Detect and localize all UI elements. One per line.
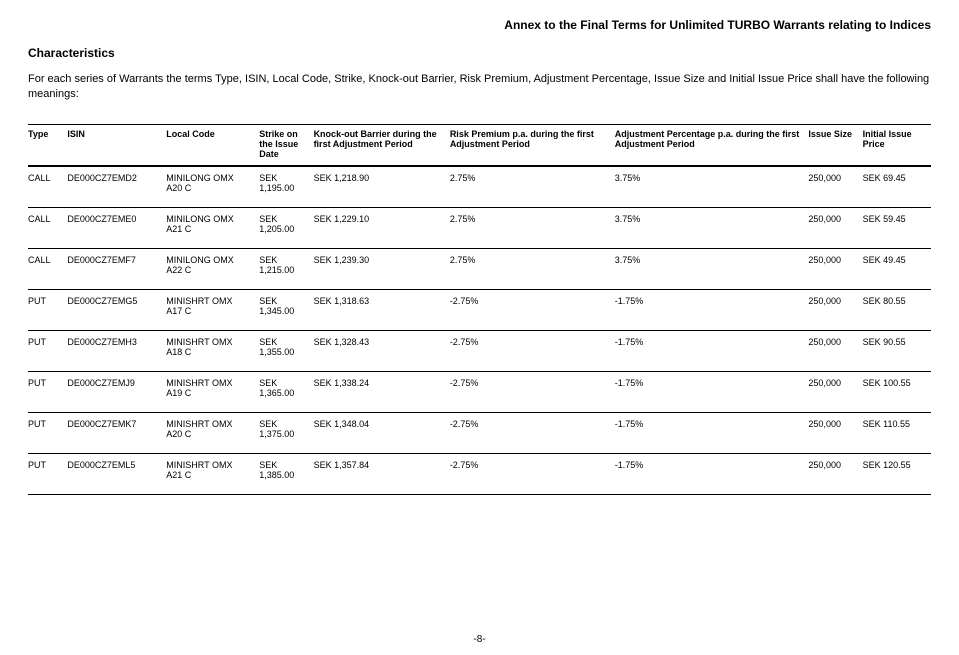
cell-adj: -1.75%: [615, 330, 809, 371]
table-row: PUTDE000CZ7EMJ9MINISHRT OMXA19 CSEK1,365…: [28, 371, 931, 412]
col-ko: Knock-out Barrier during the first Adjus…: [314, 124, 450, 166]
table-row: PUTDE000CZ7EMG5MINISHRT OMXA17 CSEK1,345…: [28, 289, 931, 330]
cell-risk: -2.75%: [450, 330, 615, 371]
cell-strike: SEK1,215.00: [259, 248, 313, 289]
cell-ko: SEK 1,318.63: [314, 289, 450, 330]
col-risk: Risk Premium p.a. during the first Adjus…: [450, 124, 615, 166]
cell-adj: 3.75%: [615, 248, 809, 289]
cell-type: CALL: [28, 166, 67, 208]
cell-adj: -1.75%: [615, 453, 809, 494]
cell-size: 250,000: [808, 330, 862, 371]
cell-ko: SEK 1,328.43: [314, 330, 450, 371]
intro-paragraph: For each series of Warrants the terms Ty…: [28, 72, 931, 102]
cell-ko: SEK 1,338.24: [314, 371, 450, 412]
table-row: PUTDE000CZ7EMH3MINISHRT OMXA18 CSEK1,355…: [28, 330, 931, 371]
cell-type: PUT: [28, 371, 67, 412]
cell-ko: SEK 1,357.84: [314, 453, 450, 494]
cell-strike: SEK1,355.00: [259, 330, 313, 371]
cell-type: PUT: [28, 412, 67, 453]
cell-ko: SEK 1,218.90: [314, 166, 450, 208]
cell-price: SEK 90.55: [863, 330, 931, 371]
cell-risk: -2.75%: [450, 289, 615, 330]
table-header-row: Type ISIN Local Code Strike on the Issue…: [28, 124, 931, 166]
cell-size: 250,000: [808, 371, 862, 412]
cell-local: MINISHRT OMXA18 C: [166, 330, 259, 371]
cell-adj: 3.75%: [615, 166, 809, 208]
cell-strike: SEK1,195.00: [259, 166, 313, 208]
cell-price: SEK 100.55: [863, 371, 931, 412]
page-number: -8-: [0, 634, 959, 645]
cell-adj: 3.75%: [615, 207, 809, 248]
cell-adj: -1.75%: [615, 289, 809, 330]
cell-price: SEK 69.45: [863, 166, 931, 208]
annex-title: Annex to the Final Terms for Unlimited T…: [28, 18, 931, 32]
cell-isin: DE000CZ7EME0: [67, 207, 166, 248]
cell-risk: 2.75%: [450, 166, 615, 208]
cell-isin: DE000CZ7EMK7: [67, 412, 166, 453]
cell-type: CALL: [28, 248, 67, 289]
warrants-table: Type ISIN Local Code Strike on the Issue…: [28, 124, 931, 495]
cell-size: 250,000: [808, 166, 862, 208]
cell-ko: SEK 1,229.10: [314, 207, 450, 248]
cell-local: MINISHRT OMXA17 C: [166, 289, 259, 330]
cell-type: PUT: [28, 289, 67, 330]
cell-local: MINILONG OMXA22 C: [166, 248, 259, 289]
cell-size: 250,000: [808, 289, 862, 330]
col-local: Local Code: [166, 124, 259, 166]
cell-isin: DE000CZ7EMG5: [67, 289, 166, 330]
cell-adj: -1.75%: [615, 412, 809, 453]
table-row: PUTDE000CZ7EML5MINISHRT OMXA21 CSEK1,385…: [28, 453, 931, 494]
table-row: CALLDE000CZ7EME0MINILONG OMXA21 CSEK1,20…: [28, 207, 931, 248]
cell-strike: SEK1,365.00: [259, 371, 313, 412]
cell-ko: SEK 1,239.30: [314, 248, 450, 289]
cell-risk: 2.75%: [450, 207, 615, 248]
cell-local: MINISHRT OMXA21 C: [166, 453, 259, 494]
cell-size: 250,000: [808, 248, 862, 289]
cell-size: 250,000: [808, 412, 862, 453]
cell-strike: SEK1,375.00: [259, 412, 313, 453]
cell-isin: DE000CZ7EML5: [67, 453, 166, 494]
col-strike: Strike on the Issue Date: [259, 124, 313, 166]
cell-price: SEK 120.55: [863, 453, 931, 494]
col-isin: ISIN: [67, 124, 166, 166]
cell-local: MINISHRT OMXA19 C: [166, 371, 259, 412]
cell-isin: DE000CZ7EMH3: [67, 330, 166, 371]
cell-risk: -2.75%: [450, 453, 615, 494]
table-row: CALLDE000CZ7EMD2MINILONG OMXA20 CSEK1,19…: [28, 166, 931, 208]
cell-strike: SEK1,345.00: [259, 289, 313, 330]
cell-risk: 2.75%: [450, 248, 615, 289]
col-type: Type: [28, 124, 67, 166]
cell-type: PUT: [28, 453, 67, 494]
cell-isin: DE000CZ7EMF7: [67, 248, 166, 289]
characteristics-heading: Characteristics: [28, 46, 931, 60]
col-size: Issue Size: [808, 124, 862, 166]
cell-isin: DE000CZ7EMJ9: [67, 371, 166, 412]
cell-price: SEK 110.55: [863, 412, 931, 453]
cell-risk: -2.75%: [450, 371, 615, 412]
cell-price: SEK 59.45: [863, 207, 931, 248]
cell-isin: DE000CZ7EMD2: [67, 166, 166, 208]
cell-type: PUT: [28, 330, 67, 371]
col-adj: Adjustment Percentage p.a. during the fi…: [615, 124, 809, 166]
cell-strike: SEK1,205.00: [259, 207, 313, 248]
cell-local: MINISHRT OMXA20 C: [166, 412, 259, 453]
cell-adj: -1.75%: [615, 371, 809, 412]
table-row: CALLDE000CZ7EMF7MINILONG OMXA22 CSEK1,21…: [28, 248, 931, 289]
cell-risk: -2.75%: [450, 412, 615, 453]
cell-type: CALL: [28, 207, 67, 248]
cell-size: 250,000: [808, 453, 862, 494]
cell-strike: SEK1,385.00: [259, 453, 313, 494]
cell-size: 250,000: [808, 207, 862, 248]
cell-price: SEK 49.45: [863, 248, 931, 289]
col-price: Initial Issue Price: [863, 124, 931, 166]
table-row: PUTDE000CZ7EMK7MINISHRT OMXA20 CSEK1,375…: [28, 412, 931, 453]
cell-local: MINILONG OMXA20 C: [166, 166, 259, 208]
cell-ko: SEK 1,348.04: [314, 412, 450, 453]
cell-local: MINILONG OMXA21 C: [166, 207, 259, 248]
cell-price: SEK 80.55: [863, 289, 931, 330]
